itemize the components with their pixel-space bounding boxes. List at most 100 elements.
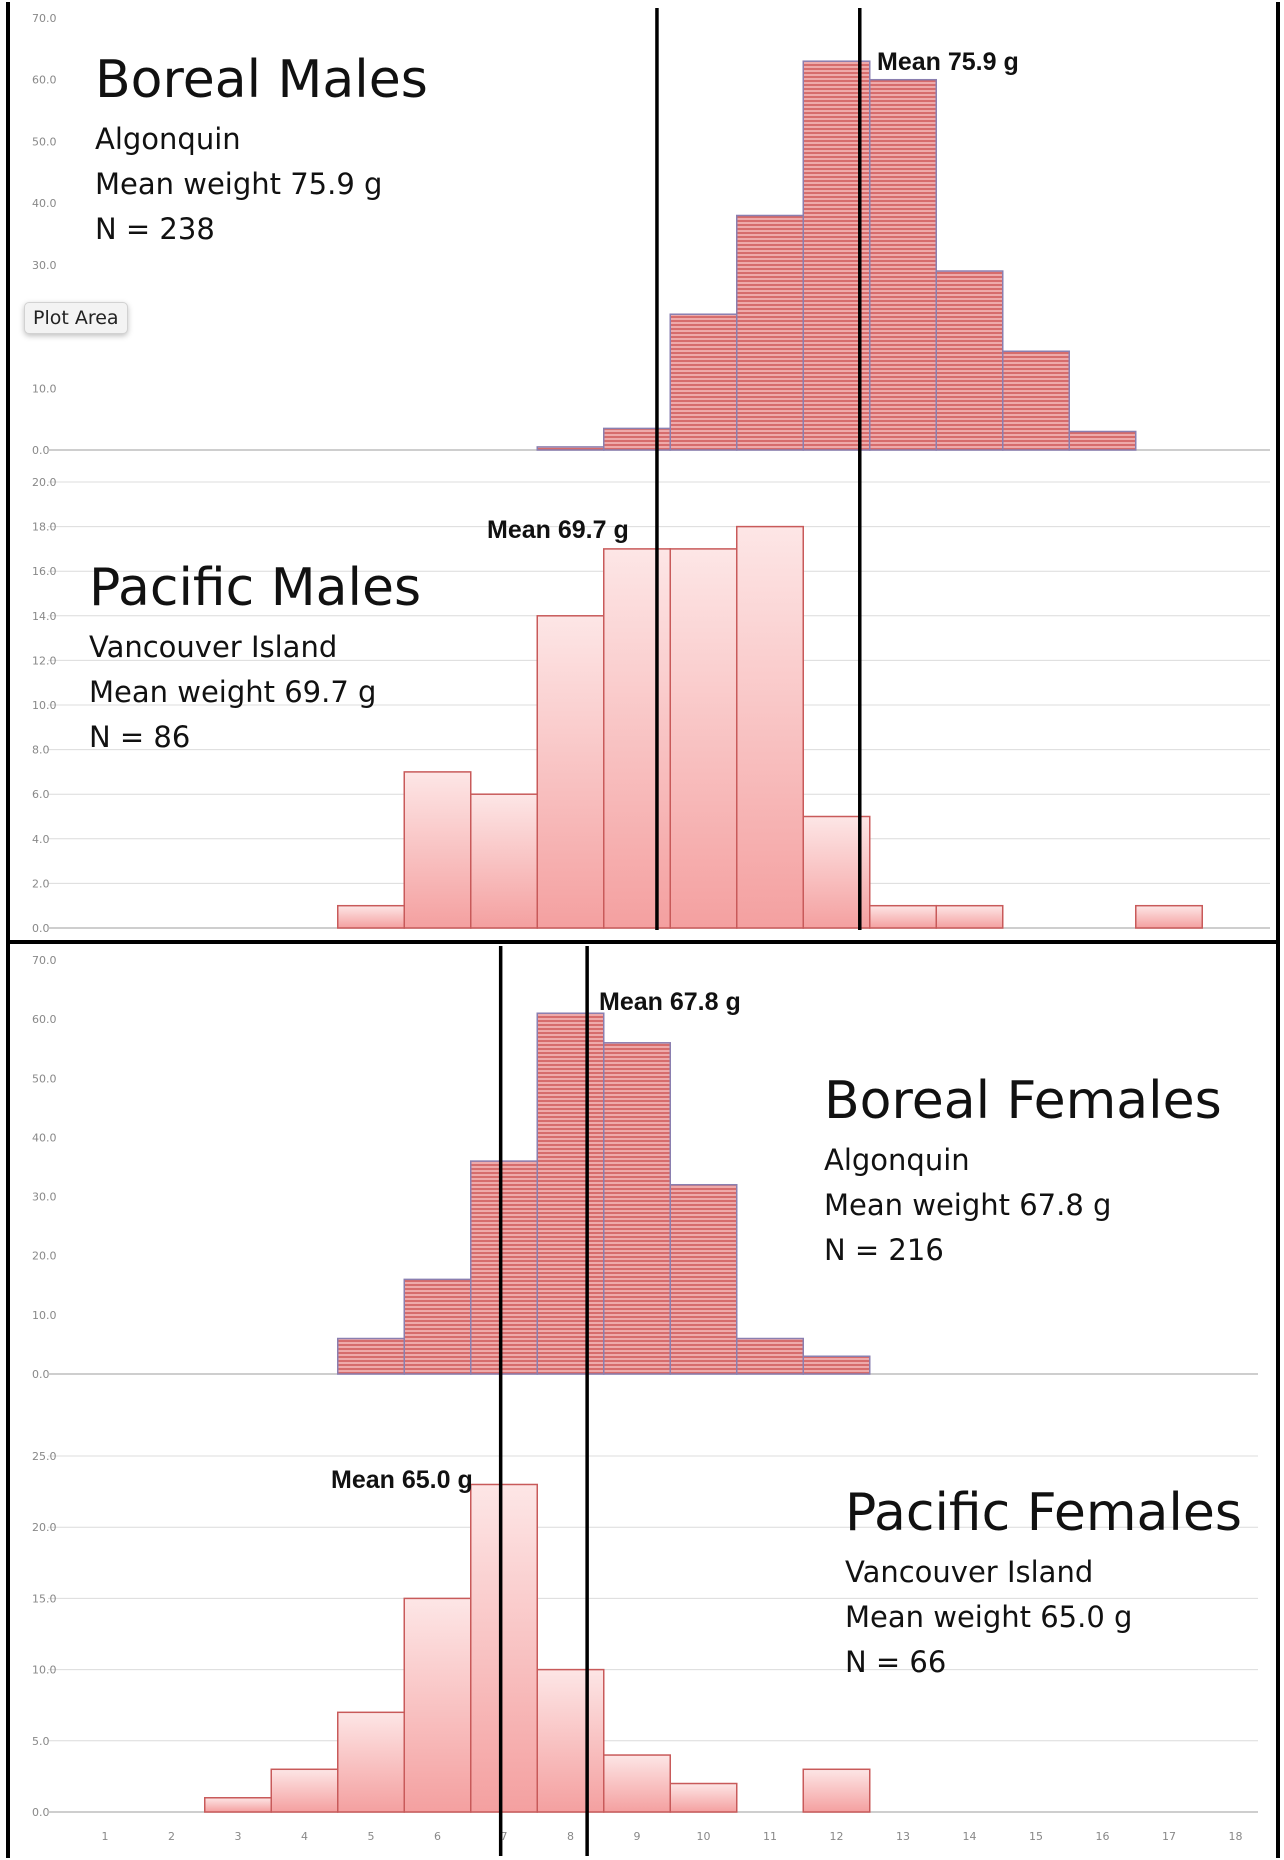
panel-info-line: Vancouver Island — [845, 1555, 1093, 1589]
y-tick-label: 0.0 — [32, 444, 50, 457]
panel-info-line: Mean weight 65.0 g — [845, 1600, 1132, 1634]
mean-label: Mean 69.7 g — [487, 516, 629, 544]
panel-title: Pacific Females — [845, 1483, 1242, 1543]
y-tick-label: 18.0 — [32, 521, 57, 534]
y-tick-label: 16.0 — [32, 565, 57, 578]
x-tick-label: 13 — [896, 1830, 910, 1843]
y-tick-label: 12.0 — [32, 654, 57, 667]
histogram-bar — [603, 1754, 671, 1813]
histogram-bar — [935, 904, 1004, 929]
y-tick-label: 25.0 — [32, 1450, 57, 1463]
y-tick-label: 30.0 — [32, 259, 57, 272]
panel-title: Pacific Males — [89, 558, 421, 618]
histogram-bar — [869, 904, 937, 929]
x-tick-label: 12 — [830, 1830, 844, 1843]
histogram-bar — [669, 1183, 738, 1375]
histogram-bar — [736, 214, 804, 451]
panel-title: Boreal Males — [95, 50, 428, 110]
histogram-bar — [470, 793, 538, 929]
y-tick-label: 5.0 — [32, 1735, 50, 1748]
histogram-bar — [669, 313, 738, 451]
y-tick-label: 60.0 — [32, 74, 57, 87]
y-tick-label: 20.0 — [32, 1250, 57, 1263]
histogram-bar — [470, 1160, 538, 1375]
panel-boreal-females: 0.0 10.0 20.0 30.0 40.0 50.0 60.0 70.0 Boreal Fe… — [32, 954, 1258, 1381]
panel-info-line: N = 86 — [89, 720, 190, 754]
y-tick-label: 10.0 — [32, 1309, 57, 1322]
figure-frame — [6, 2, 1280, 1858]
y-tick-label: 40.0 — [32, 197, 57, 210]
y-tick-label: 50.0 — [32, 1072, 57, 1085]
y-tick-label: 0.0 — [32, 1806, 50, 1819]
histogram-bar — [1068, 430, 1137, 451]
x-tick-label: 10 — [697, 1830, 711, 1843]
y-tick-label: 50.0 — [32, 135, 57, 148]
x-tick-label: 4 — [301, 1830, 308, 1843]
histogram-bar — [204, 1797, 272, 1813]
panel-info-line: Algonquin — [95, 122, 241, 156]
histogram-bar — [536, 446, 605, 451]
histogram-bar — [802, 1768, 871, 1813]
histogram-bar — [736, 1337, 804, 1375]
histogram-bar — [1135, 904, 1203, 929]
y-tick-label: 30.0 — [32, 1191, 57, 1204]
histogram-bar — [935, 270, 1004, 451]
panel-info-line: Mean weight 75.9 g — [95, 167, 382, 201]
histogram-bar — [669, 1782, 738, 1813]
x-tick-label: 11 — [763, 1830, 777, 1843]
x-tick-label: 14 — [963, 1830, 977, 1843]
x-tick-label: 3 — [235, 1830, 242, 1843]
y-tick-label: 60.0 — [32, 1013, 57, 1026]
x-tick-label: 5 — [368, 1830, 375, 1843]
x-tick-label: 15 — [1029, 1830, 1043, 1843]
histogram-bar — [470, 1483, 538, 1813]
panel-pacific-females: 0.0 5.0 10.0 15.0 20.0 25.0 Pacific Females Van… — [32, 1450, 1258, 1819]
y-tick-label: 0.0 — [32, 922, 50, 935]
y-tick-label: 0.0 — [32, 1368, 50, 1381]
histogram-bar — [337, 1711, 405, 1813]
y-tick-label: 40.0 — [32, 1131, 57, 1144]
histogram-bar — [403, 1278, 472, 1375]
panel-info-line: Vancouver Island — [89, 630, 337, 664]
panel-info-line: Algonquin — [824, 1143, 970, 1177]
panel-info-line: N = 216 — [824, 1233, 944, 1267]
x-tick-label: 16 — [1096, 1830, 1110, 1843]
x-tick-label: 17 — [1162, 1830, 1176, 1843]
y-tick-label: 8.0 — [32, 744, 50, 757]
histogram-bar — [337, 1337, 405, 1375]
panel-pacific-males: 0.0 2.0 4.0 6.0 8.0 10.0 12.0 14.0 16.0 18.0 20.0 P… — [32, 476, 1270, 935]
mean-label: Mean 75.9 g — [877, 48, 1019, 76]
x-tick-label: 9 — [634, 1830, 641, 1843]
x-tick-label: 6 — [434, 1830, 441, 1843]
histogram-bar — [270, 1768, 339, 1813]
histogram-bar — [603, 1042, 671, 1375]
histogram-bar — [536, 1668, 605, 1813]
panel-title: Boreal Females — [824, 1071, 1222, 1131]
plot-area-tooltip: Plot Area — [24, 302, 128, 334]
panel-info-line: Mean weight 67.8 g — [824, 1188, 1111, 1222]
y-tick-label: 10.0 — [32, 382, 57, 395]
y-tick-label: 20.0 — [32, 1521, 57, 1534]
y-tick-label: 70.0 — [32, 12, 57, 25]
x-tick-label: 1 — [102, 1830, 109, 1843]
histogram-bar — [403, 1597, 472, 1813]
histogram-bar — [603, 548, 671, 929]
mean-label: Mean 65.0 g — [331, 1466, 473, 1494]
x-tick-label: 18 — [1229, 1830, 1243, 1843]
panel-info-line: Mean weight 69.7 g — [89, 675, 376, 709]
histogram-bar — [536, 615, 605, 929]
x-tick-label: 2 — [168, 1830, 175, 1843]
y-tick-label: 4.0 — [32, 833, 50, 846]
y-tick-label: 15.0 — [32, 1592, 57, 1605]
mean-label: Mean 67.8 g — [599, 988, 741, 1016]
histogram-bar — [403, 771, 472, 929]
x-tick-label: 7 — [501, 1830, 508, 1843]
y-tick-label: 10.0 — [32, 1664, 57, 1677]
histogram-bar — [536, 1012, 605, 1375]
y-tick-label: 14.0 — [32, 610, 57, 623]
y-tick-label: 10.0 — [32, 699, 57, 712]
histogram-bar — [736, 525, 804, 929]
histogram-bar — [869, 78, 937, 451]
histogram-bar — [669, 548, 738, 929]
